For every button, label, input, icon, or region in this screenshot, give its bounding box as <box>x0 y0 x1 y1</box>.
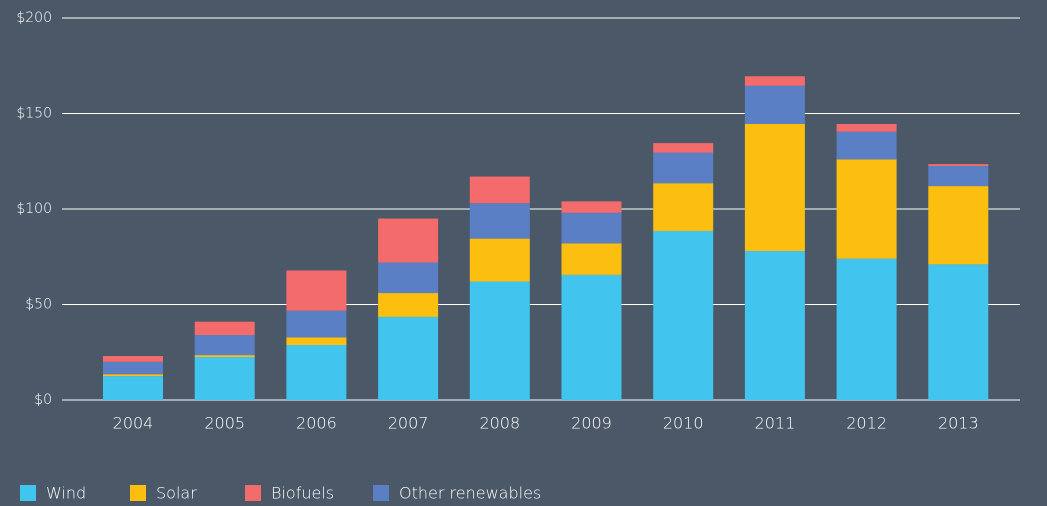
legend-label: Biofuels <box>271 484 334 503</box>
bar-segment <box>378 316 439 400</box>
y-tick-label: $50 <box>25 297 52 313</box>
legend-label: Wind <box>46 484 86 503</box>
x-tick-label: 2008 <box>479 414 520 433</box>
bar-segment <box>194 321 255 336</box>
bar-segment <box>286 310 347 338</box>
bar-segment <box>561 212 622 244</box>
bar-segment <box>744 76 805 86</box>
bar-segment <box>194 355 255 358</box>
x-tick-label: 2012 <box>846 414 887 433</box>
bar-segment <box>286 344 347 400</box>
y-tick-label: $150 <box>16 106 52 122</box>
bar-segment <box>836 159 897 259</box>
x-tick-label: 2004 <box>113 414 154 433</box>
bar-segment <box>928 166 989 187</box>
bar-segment <box>561 274 622 400</box>
x-tick-label: 2011 <box>755 414 796 433</box>
bar-segment <box>744 85 805 125</box>
bar-segment <box>561 201 622 213</box>
x-tick-label: 2010 <box>663 414 704 433</box>
x-tick-label: 2005 <box>204 414 245 433</box>
legend-swatch <box>20 485 36 501</box>
x-tick-label: 2013 <box>938 414 979 433</box>
bar-segment <box>469 238 530 282</box>
bar-segment <box>836 258 897 400</box>
bar-segment <box>469 203 530 239</box>
bar-segment <box>744 251 805 400</box>
bar-segment <box>378 218 439 263</box>
y-tick-label: $0 <box>34 392 52 408</box>
x-tick-label: 2007 <box>388 414 429 433</box>
bar-segment <box>469 281 530 400</box>
bar-segment <box>286 270 347 311</box>
bar-segment <box>103 374 163 377</box>
bar-segment <box>653 230 714 400</box>
bar-segment <box>928 164 989 167</box>
x-tick-label: 2009 <box>571 414 612 433</box>
y-tick-label: $100 <box>16 201 52 217</box>
bar-segment <box>378 293 439 317</box>
bar-segment <box>194 357 255 400</box>
bar-segment <box>928 186 989 265</box>
bar-segment <box>928 264 989 400</box>
legend-swatch <box>373 485 389 501</box>
bar-segment <box>103 356 163 362</box>
legend-label: Other renewables <box>399 484 541 503</box>
legend-label: Solar <box>156 484 197 503</box>
bar-segment <box>653 152 714 184</box>
legend-swatch <box>245 485 261 501</box>
bar-segment <box>836 124 897 132</box>
bar-segment <box>744 124 805 252</box>
bar-segment <box>469 176 530 204</box>
bar-segment <box>103 376 163 400</box>
legend-swatch <box>130 485 146 501</box>
bar-segment <box>103 361 163 375</box>
bar-segment <box>653 143 714 153</box>
bar-segment <box>194 335 255 356</box>
bar-segment <box>378 262 439 294</box>
bar-segment <box>286 337 347 345</box>
bar-segment <box>561 243 622 275</box>
bar-segment <box>653 183 714 231</box>
bar-segment <box>836 131 897 160</box>
x-tick-label: 2006 <box>296 414 337 433</box>
y-tick-label: $200 <box>16 10 52 26</box>
